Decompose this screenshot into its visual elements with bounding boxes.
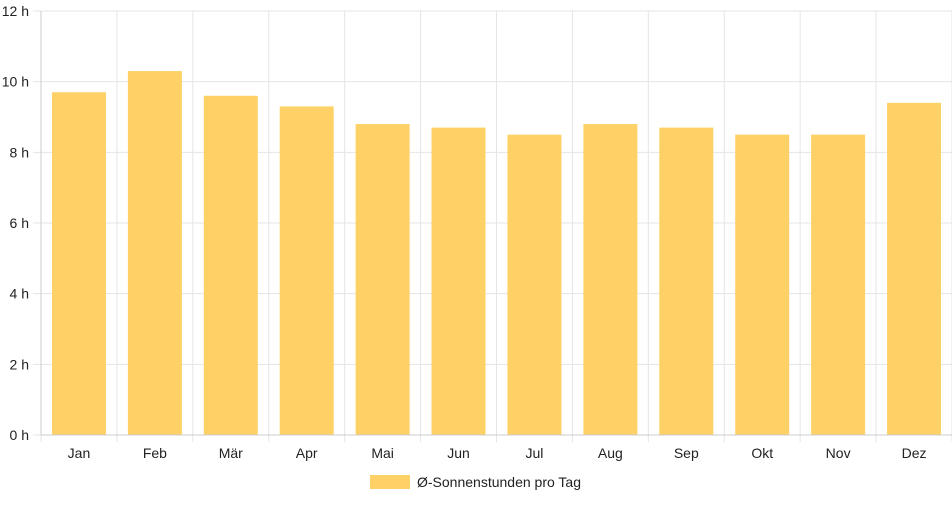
bar-sep[interactable] — [659, 127, 714, 435]
y-tick-label: 2 h — [10, 356, 29, 372]
y-tick-label: 4 h — [10, 286, 29, 302]
bar-aug[interactable] — [583, 124, 638, 436]
bars — [51, 71, 942, 436]
y-axis-ticks: 0 h 2 h 4 h 6 h 8 h 10 h 12 h — [2, 3, 29, 443]
bar-mär[interactable] — [203, 95, 258, 436]
y-tick-label: 8 h — [10, 144, 29, 160]
bar-jun[interactable] — [431, 127, 486, 435]
bar-nov[interactable] — [811, 134, 866, 435]
bar-apr[interactable] — [279, 106, 334, 436]
y-tick-label: 6 h — [10, 215, 29, 231]
grid-lines — [33, 10, 952, 442]
y-tick-label: 12 h — [2, 3, 29, 19]
x-tick-label: Mär — [219, 445, 243, 461]
y-tick-label: 0 h — [10, 427, 29, 443]
legend-swatch[interactable] — [370, 475, 410, 489]
x-tick-label: Aug — [598, 445, 623, 461]
x-tick-label: Dez — [902, 445, 927, 461]
x-tick-label: Sep — [674, 445, 699, 461]
x-tick-label: Jan — [68, 445, 91, 461]
x-tick-label: Feb — [143, 445, 167, 461]
x-tick-label: Mai — [371, 445, 394, 461]
x-axis-ticks: Jan Feb Mär Apr Mai Jun Jul Aug Sep Okt Nov Dez — [68, 445, 927, 461]
x-tick-label: Okt — [751, 445, 773, 461]
x-tick-label: Jul — [526, 445, 544, 461]
legend[interactable]: Ø-Sonnenstunden pro Tag — [370, 474, 581, 490]
bar-dez[interactable] — [887, 102, 942, 435]
bar-mai[interactable] — [355, 124, 410, 436]
bar-jul[interactable] — [507, 134, 562, 435]
y-tick-label: 10 h — [2, 74, 29, 90]
bar-okt[interactable] — [735, 134, 790, 435]
legend-label[interactable]: Ø-Sonnenstunden pro Tag — [417, 474, 581, 490]
x-tick-label: Apr — [296, 445, 318, 461]
x-tick-label: Jun — [447, 445, 470, 461]
axes — [40, 11, 952, 436]
x-tick-label: Nov — [826, 445, 851, 461]
bar-jan[interactable] — [51, 92, 106, 436]
bar-feb[interactable] — [127, 71, 182, 436]
